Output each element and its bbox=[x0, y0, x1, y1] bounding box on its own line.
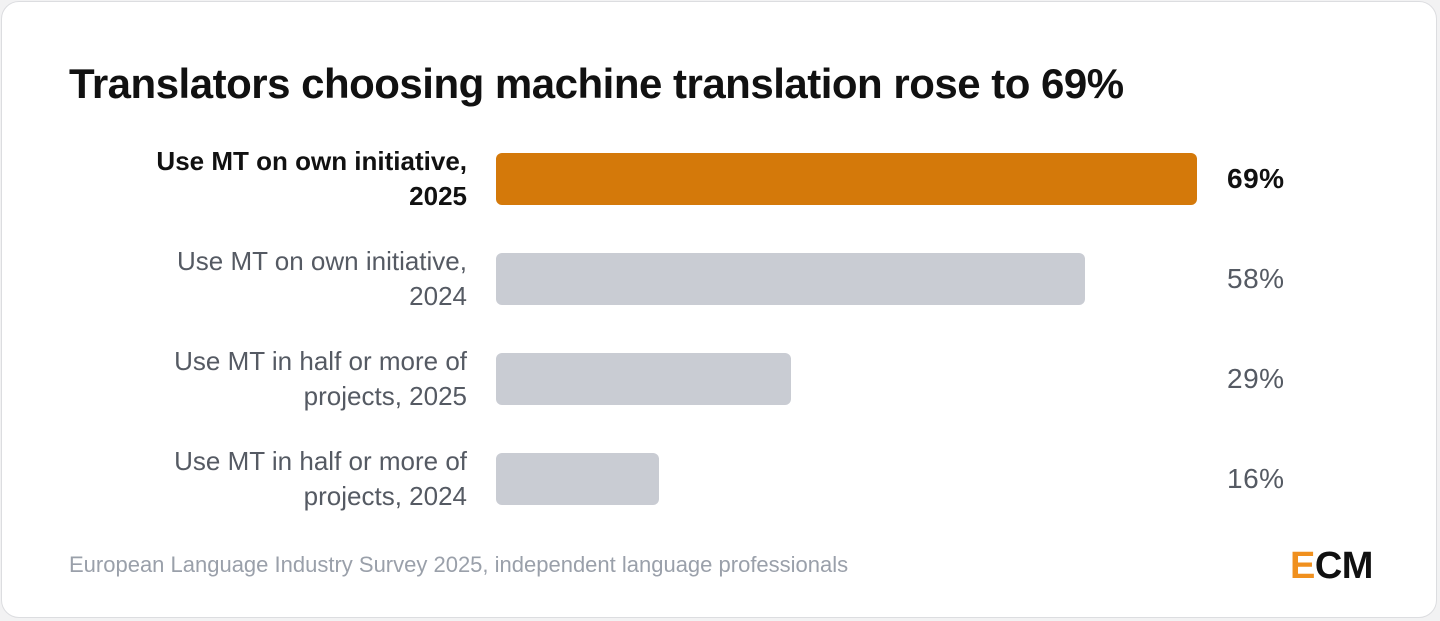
logo-letters-cm: CM bbox=[1314, 545, 1374, 587]
category-label-line: Use MT on own initiative, bbox=[156, 146, 467, 176]
ecm-logo: ECM bbox=[1290, 545, 1373, 588]
category-label-line: 2024 bbox=[409, 281, 467, 311]
value-label: 29% bbox=[1227, 363, 1285, 394]
category-label: Use MT in half or more of projects, 2025 bbox=[62, 344, 467, 414]
category-label-line: 2025 bbox=[409, 181, 467, 211]
bar bbox=[496, 353, 791, 405]
category-label: Use MT in half or more of projects, 2024 bbox=[62, 444, 467, 514]
source-note: European Language Industry Survey 2025, … bbox=[69, 552, 849, 577]
bar bbox=[496, 253, 1085, 305]
category-label: Use MT on own initiative, 2024 bbox=[62, 244, 467, 314]
category-label: Use MT on own initiative, 2025 bbox=[62, 144, 467, 214]
category-label-line: projects, 2025 bbox=[303, 381, 467, 411]
value-label: 69% bbox=[1227, 163, 1285, 194]
logo-letter-e: E bbox=[1290, 545, 1315, 587]
value-label: 58% bbox=[1227, 263, 1285, 294]
category-label-line: projects, 2024 bbox=[303, 481, 467, 511]
chart-title: Translators choosing machine translation… bbox=[69, 60, 1124, 107]
category-label-line: Use MT in half or more of bbox=[174, 446, 467, 476]
bar bbox=[496, 453, 659, 505]
category-label-line: Use MT in half or more of bbox=[174, 346, 467, 376]
category-label-line: Use MT on own initiative, bbox=[177, 246, 467, 276]
bar bbox=[496, 153, 1197, 205]
value-label: 16% bbox=[1227, 463, 1285, 494]
